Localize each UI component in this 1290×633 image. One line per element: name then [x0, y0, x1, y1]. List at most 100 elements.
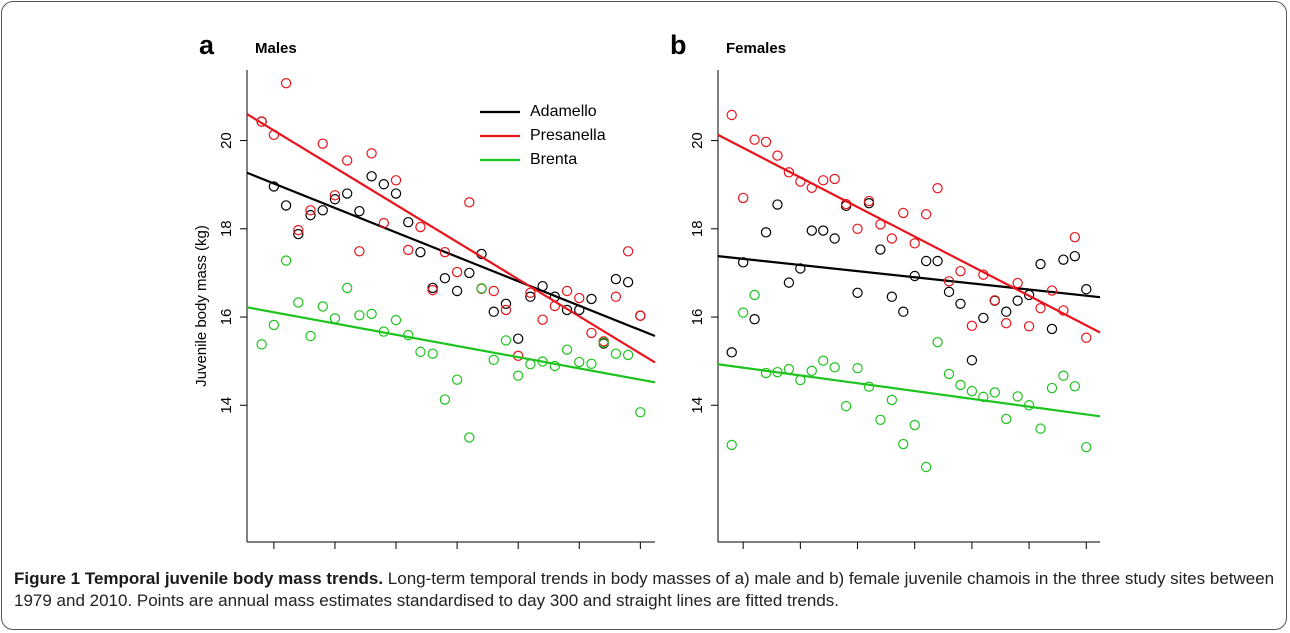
- point: [886, 291, 898, 302]
- point: [415, 221, 426, 233]
- trend-line: [246, 113, 656, 364]
- point: [909, 419, 920, 431]
- point: [256, 339, 267, 350]
- point: [598, 337, 609, 348]
- point: [427, 284, 438, 296]
- point: [966, 355, 978, 366]
- point: [806, 225, 817, 236]
- point: [1035, 258, 1046, 270]
- point: [1012, 391, 1023, 402]
- point: [293, 228, 304, 240]
- point: [366, 171, 377, 182]
- point: [749, 289, 760, 301]
- point: [783, 363, 795, 375]
- point: [1081, 284, 1092, 295]
- legend-label: Adamello: [530, 103, 597, 120]
- point: [829, 233, 840, 244]
- caption: Figure 1 Temporal juvenile body mass tre…: [14, 568, 1276, 612]
- point: [1012, 295, 1023, 306]
- point: [1012, 277, 1023, 289]
- point: [737, 192, 749, 204]
- point: [561, 304, 573, 316]
- point: [549, 360, 561, 372]
- point: [932, 336, 943, 348]
- point: [512, 333, 524, 344]
- point: [378, 217, 390, 229]
- point: [610, 273, 622, 285]
- point: [341, 282, 353, 294]
- trend-line: [717, 363, 1101, 418]
- point: [464, 432, 475, 443]
- point: [1058, 370, 1069, 381]
- point: [574, 356, 585, 368]
- point: [525, 291, 536, 302]
- point: [415, 346, 426, 358]
- point: [427, 282, 438, 294]
- point: [329, 190, 341, 201]
- point: [500, 335, 512, 346]
- point: [500, 298, 512, 309]
- point: [760, 136, 772, 148]
- point: [586, 327, 597, 339]
- point: [427, 348, 438, 359]
- point: [829, 362, 840, 373]
- point: [932, 183, 943, 194]
- point: [1046, 382, 1058, 394]
- point: [500, 304, 512, 316]
- y-tick-label: 16: [218, 309, 235, 326]
- point: [403, 244, 414, 256]
- point: [1081, 332, 1092, 343]
- point: [574, 292, 585, 304]
- trend-line: [717, 255, 1101, 299]
- point: [451, 285, 463, 297]
- point: [354, 205, 365, 217]
- point: [1069, 231, 1081, 243]
- point: [840, 400, 852, 412]
- point: [783, 277, 795, 288]
- y-tick-label: 18: [689, 220, 706, 237]
- point: [280, 200, 292, 211]
- point: [726, 109, 737, 121]
- point: [1081, 441, 1092, 453]
- point: [488, 306, 499, 317]
- point: [512, 370, 524, 381]
- point: [439, 273, 451, 284]
- point: [1001, 306, 1012, 317]
- point: [464, 197, 475, 208]
- point: [561, 285, 573, 297]
- point: [1023, 321, 1035, 332]
- panel-label: a: [199, 30, 215, 60]
- y-tick-label: 14: [689, 397, 706, 414]
- point: [390, 314, 402, 326]
- caption-title: Figure 1 Temporal juvenile body mass tre…: [14, 569, 384, 588]
- point: [378, 179, 390, 190]
- point: [783, 167, 795, 178]
- point: [293, 297, 304, 308]
- point: [341, 188, 353, 199]
- point: [1046, 323, 1058, 335]
- point: [354, 246, 365, 257]
- point: [852, 223, 863, 235]
- point: [863, 195, 875, 207]
- point: [341, 155, 353, 166]
- point: [610, 348, 622, 359]
- point: [610, 291, 622, 302]
- point: [943, 276, 955, 287]
- point: [955, 265, 966, 277]
- y-tick-label: 14: [218, 397, 235, 414]
- point: [305, 205, 316, 216]
- point: [806, 365, 817, 377]
- point: [932, 255, 943, 267]
- point: [852, 287, 863, 298]
- point: [329, 194, 341, 205]
- point: [293, 224, 304, 236]
- point: [354, 310, 365, 321]
- caption-text: Long-term temporal trends in body masses…: [14, 569, 1275, 610]
- point: [760, 367, 772, 379]
- point: [366, 148, 377, 159]
- point: [635, 310, 646, 321]
- chart: 141618201980198519901995200020052010Year…: [193, 30, 1101, 549]
- point: [863, 198, 875, 209]
- point: [737, 307, 749, 318]
